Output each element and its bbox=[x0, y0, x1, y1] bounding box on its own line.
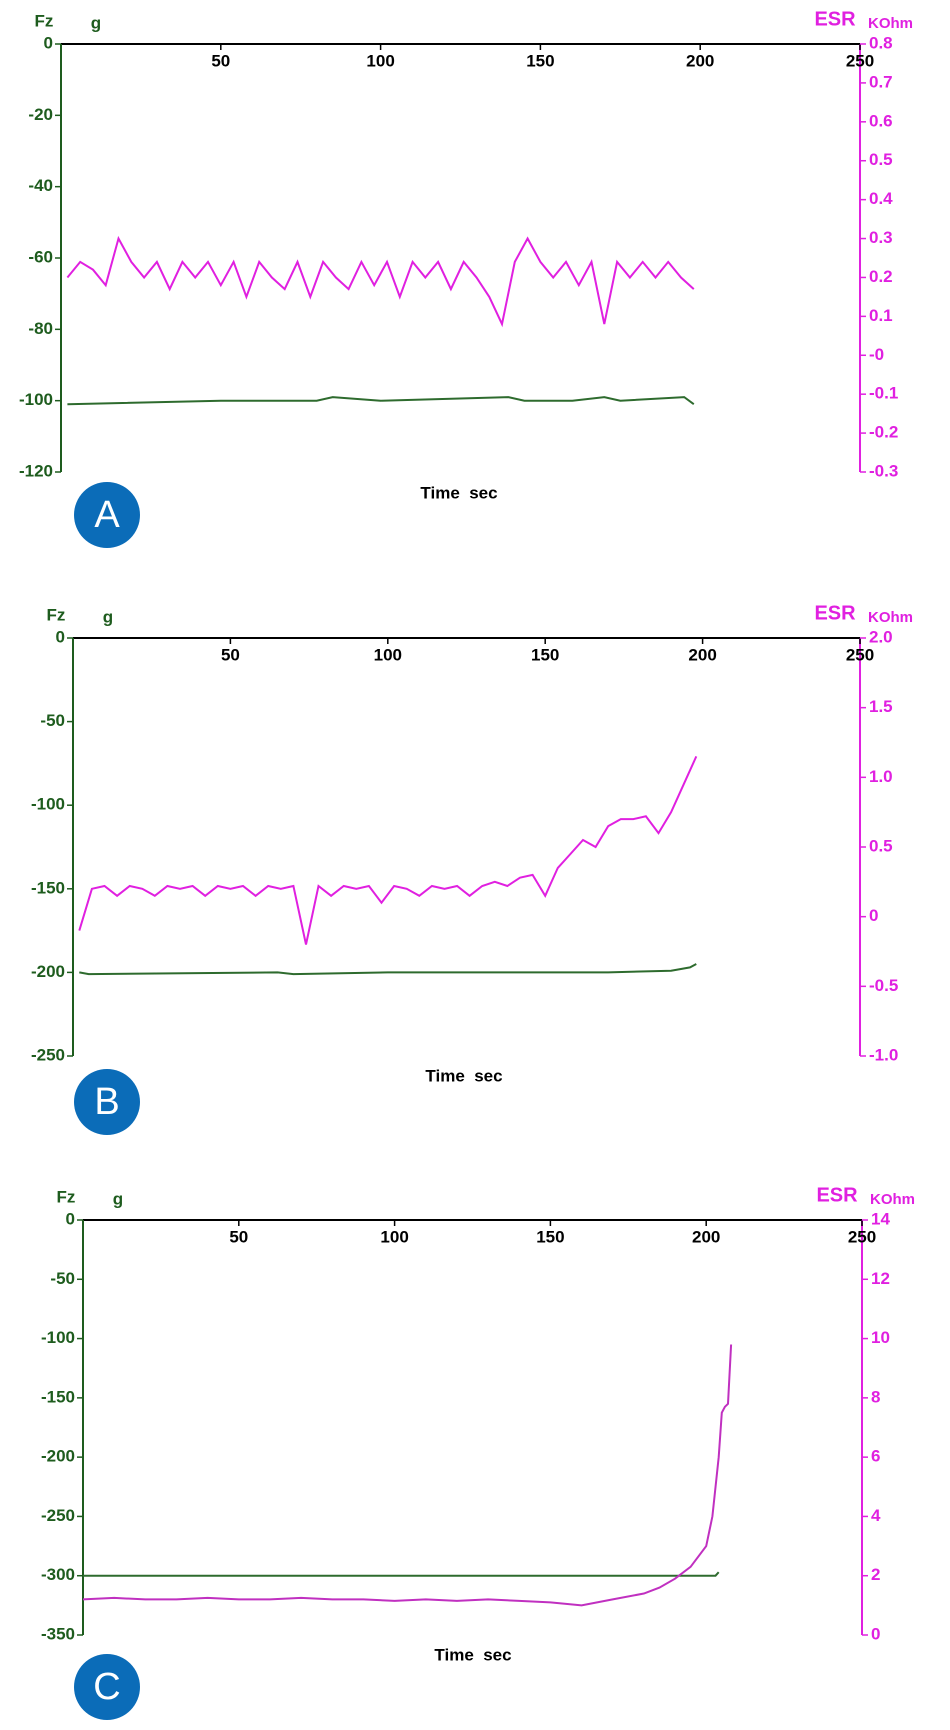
series-line bbox=[83, 1571, 720, 1577]
panel-badge bbox=[74, 1069, 140, 1135]
y2-tick-label: 0.8 bbox=[869, 33, 893, 52]
panel-letter: C bbox=[93, 1666, 120, 1708]
y2-tick-label: 0 bbox=[871, 1624, 880, 1643]
y-tick-label: -100 bbox=[41, 1328, 75, 1347]
y2-axis-title: ESR bbox=[816, 1184, 858, 1206]
y-tick-label: -100 bbox=[19, 390, 53, 409]
x-tick-label: 150 bbox=[536, 1227, 564, 1246]
y2-axis-unit: KOhm bbox=[868, 609, 913, 626]
x-tick-label: 150 bbox=[526, 51, 554, 70]
x-tick-label: 100 bbox=[380, 1227, 408, 1246]
series-line bbox=[78, 755, 698, 945]
series-line bbox=[82, 1344, 733, 1607]
x-tick-label: 50 bbox=[211, 51, 230, 70]
y-axis-title: Fz bbox=[57, 1187, 76, 1206]
y2-tick-label: 2.0 bbox=[869, 627, 893, 646]
y2-tick-label: 0.2 bbox=[869, 267, 893, 286]
y-tick-label: -50 bbox=[50, 1269, 75, 1288]
y-tick-label: -120 bbox=[19, 461, 53, 480]
y-axis-title: Fz bbox=[47, 605, 66, 624]
y2-axis-title: ESR bbox=[814, 8, 856, 30]
y-tick-label: -20 bbox=[28, 105, 53, 124]
x-tick-label: 150 bbox=[531, 645, 559, 664]
y2-tick-label: 14 bbox=[871, 1209, 890, 1228]
series-line bbox=[79, 963, 697, 976]
series-line bbox=[67, 396, 695, 406]
y-tick-label: -50 bbox=[40, 711, 65, 730]
y-tick-label: -150 bbox=[31, 878, 65, 897]
y2-tick-label: 0.7 bbox=[869, 72, 893, 91]
series-line bbox=[66, 235, 695, 328]
y-tick-label: -80 bbox=[28, 319, 53, 338]
y-tick-label: -60 bbox=[28, 247, 53, 266]
y2-tick-label: 4 bbox=[871, 1506, 881, 1525]
y-tick-label: -150 bbox=[41, 1387, 75, 1406]
x-tick-label: 200 bbox=[692, 1227, 720, 1246]
y2-tick-label: 0.4 bbox=[869, 189, 893, 208]
y-tick-label: 0 bbox=[56, 627, 65, 646]
y-tick-label: -250 bbox=[31, 1045, 65, 1064]
panel-badge bbox=[74, 482, 140, 548]
panel-letter: B bbox=[94, 1081, 119, 1123]
y2-tick-label: -0.1 bbox=[869, 384, 898, 403]
y2-tick-label: 0.6 bbox=[869, 111, 893, 130]
y-tick-label: -300 bbox=[41, 1565, 75, 1584]
x-tick-label: 250 bbox=[846, 51, 874, 70]
y2-tick-label: 0 bbox=[869, 906, 878, 925]
y2-tick-label: 6 bbox=[871, 1447, 880, 1466]
y2-tick-label: -0.5 bbox=[869, 976, 898, 995]
y2-axis-unit: KOhm bbox=[868, 15, 913, 32]
y-axis-unit: g bbox=[103, 607, 113, 626]
y2-tick-label: 1.0 bbox=[869, 767, 893, 786]
panel-letter: A bbox=[94, 494, 120, 536]
y2-axis-title: ESR bbox=[814, 602, 856, 624]
y-axis-unit: g bbox=[113, 1189, 123, 1208]
y-tick-label: -200 bbox=[41, 1447, 75, 1466]
y-tick-label: -200 bbox=[31, 962, 65, 981]
y2-tick-label: 12 bbox=[871, 1269, 890, 1288]
x-axis-title: Time sec bbox=[420, 483, 497, 502]
x-axis-title: Time sec bbox=[434, 1645, 511, 1664]
x-tick-label: 250 bbox=[846, 645, 874, 664]
x-tick-label: 50 bbox=[221, 645, 240, 664]
panel-badge bbox=[74, 1654, 140, 1720]
y2-tick-label: -1.0 bbox=[869, 1045, 898, 1064]
y-axis-unit: g bbox=[91, 13, 101, 32]
y2-tick-label: 0.1 bbox=[869, 306, 893, 325]
y2-tick-label: 8 bbox=[871, 1387, 880, 1406]
y-tick-label: 0 bbox=[66, 1209, 75, 1228]
x-tick-label: 200 bbox=[686, 51, 714, 70]
y-tick-label: -250 bbox=[41, 1506, 75, 1525]
x-tick-label: 50 bbox=[229, 1227, 248, 1246]
y2-tick-label: -0.2 bbox=[869, 423, 898, 442]
x-tick-label: 100 bbox=[374, 645, 402, 664]
x-axis-title: Time sec bbox=[425, 1066, 502, 1085]
y2-tick-label: 0.3 bbox=[869, 228, 893, 247]
y-tick-label: -100 bbox=[31, 795, 65, 814]
y2-tick-label: -0.3 bbox=[869, 461, 898, 480]
y2-tick-label: 10 bbox=[871, 1328, 890, 1347]
y-tick-label: -350 bbox=[41, 1624, 75, 1643]
x-tick-label: 100 bbox=[366, 51, 394, 70]
y2-tick-label: -0 bbox=[869, 345, 884, 364]
y-axis-title: Fz bbox=[35, 11, 54, 30]
y-tick-label: -40 bbox=[28, 176, 53, 195]
y2-tick-label: 0.5 bbox=[869, 836, 893, 855]
x-tick-label: 200 bbox=[688, 645, 716, 664]
y2-tick-label: 2 bbox=[871, 1565, 880, 1584]
y2-tick-label: 1.5 bbox=[869, 697, 893, 716]
y-tick-label: 0 bbox=[44, 33, 53, 52]
y2-axis-unit: KOhm bbox=[870, 1191, 915, 1208]
x-tick-label: 250 bbox=[848, 1227, 876, 1246]
y2-tick-label: 0.5 bbox=[869, 150, 893, 169]
